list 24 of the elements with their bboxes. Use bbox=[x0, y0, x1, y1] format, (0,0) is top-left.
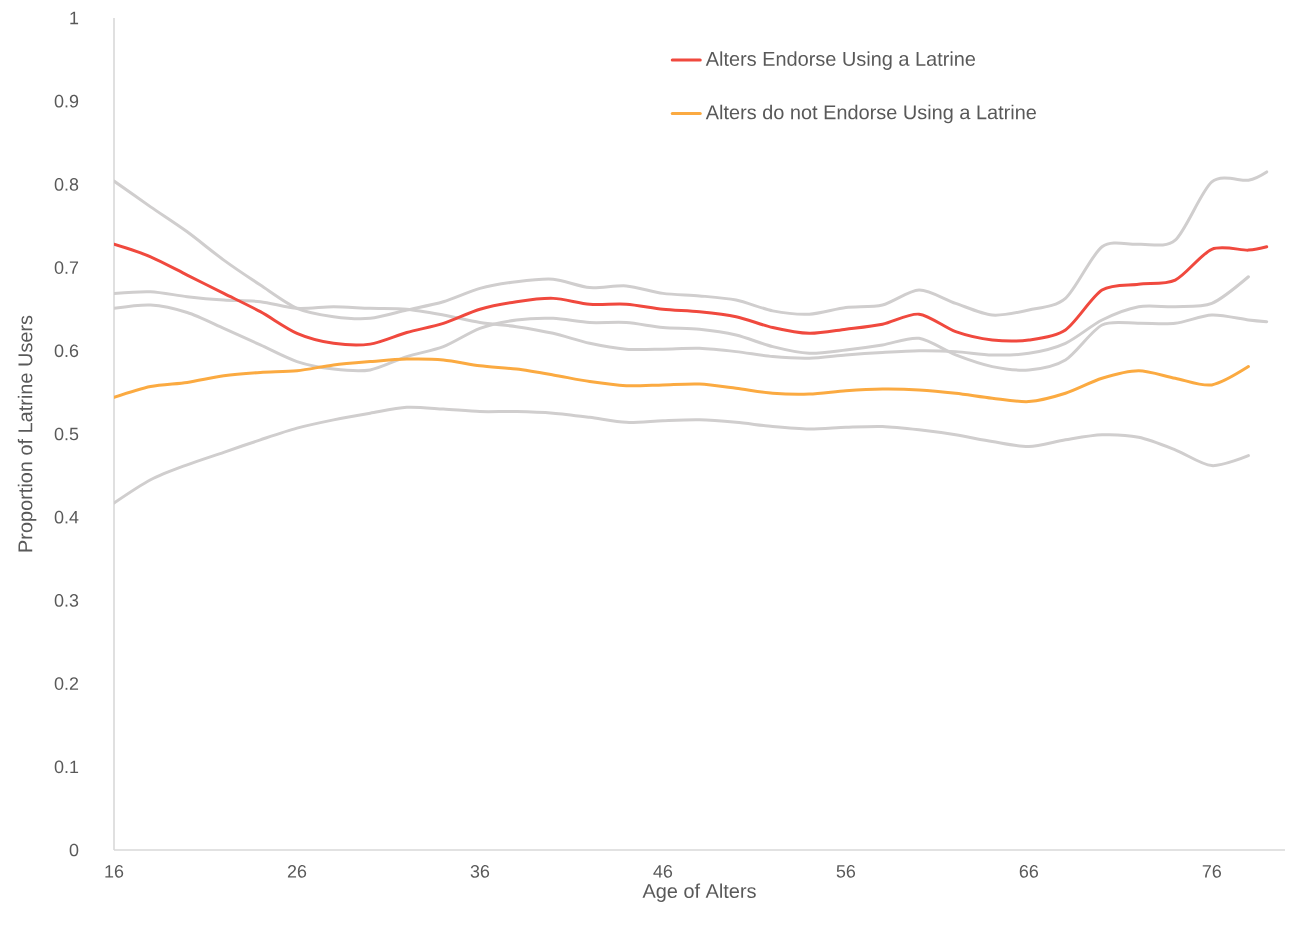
x-tick-label: 16 bbox=[105, 865, 124, 878]
y-tick-label: 0.9 bbox=[54, 94, 79, 108]
y-tick-label: 0.3 bbox=[54, 594, 79, 607]
x-tick-label: 36 bbox=[470, 865, 490, 878]
line-series bbox=[114, 357, 1250, 404]
x-tick-label: 26 bbox=[287, 865, 307, 878]
y-tick-label: 0.8 bbox=[54, 178, 79, 191]
y-tick-label: 0.1 bbox=[54, 760, 79, 774]
x-tick-label: 76 bbox=[1202, 865, 1222, 878]
y-tick-label: 0.4 bbox=[54, 510, 79, 524]
x-tick-label: 56 bbox=[836, 865, 856, 878]
y-axis-title: Proportion of Latrine Users bbox=[17, 315, 37, 552]
y-tick-label: 0.7 bbox=[54, 261, 79, 274]
y-tick-label: 1 bbox=[70, 11, 79, 25]
x-tick-label: 66 bbox=[1019, 865, 1039, 878]
y-tick-label: 0.5 bbox=[54, 427, 79, 441]
y-tick-label: 0.6 bbox=[54, 344, 79, 358]
line-series bbox=[114, 242, 1269, 347]
y-tick-label: 0 bbox=[69, 843, 79, 857]
x-axis-title: Age of Alters bbox=[642, 883, 756, 902]
legend-label: Alters do not Endorse Using a Latrine bbox=[705, 104, 1036, 124]
y-tick-label: 0.2 bbox=[54, 677, 79, 690]
x-tick-label: 46 bbox=[653, 865, 673, 878]
legend-label: Alters Endorse Using a Latrine bbox=[705, 51, 976, 70]
